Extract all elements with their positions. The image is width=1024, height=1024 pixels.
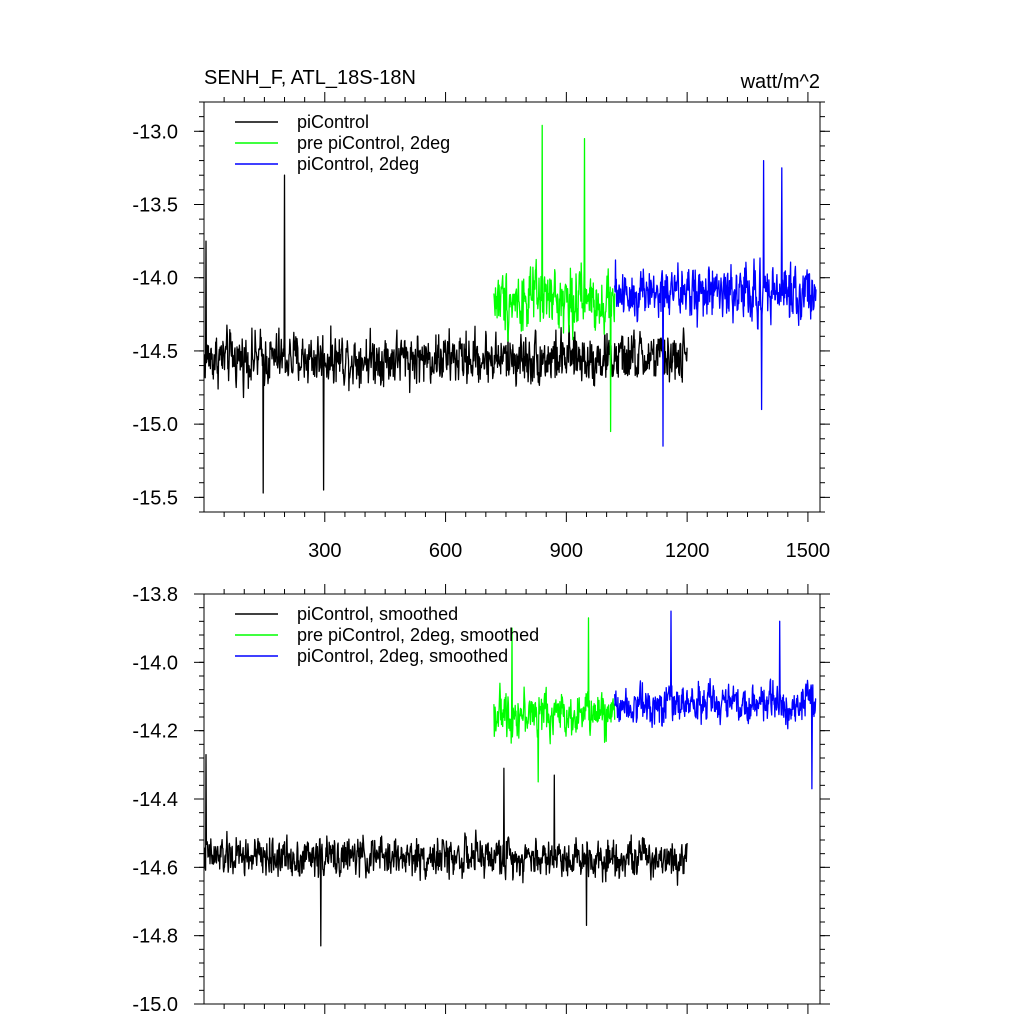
ticks-layer: -13.8 -14.0 -14.2 -14.4 -14.6 -14.8 -15.0 — [132, 584, 830, 1016]
x-tick-label: 300 — [308, 540, 341, 562]
legend-label: piControl — [297, 112, 369, 132]
y-tick-label: -13.8 — [132, 584, 178, 606]
legend-label: piControl, smoothed — [297, 604, 458, 624]
legend-label: piControl, 2deg — [297, 154, 419, 174]
y-tick-label: -14.2 — [132, 721, 178, 743]
y-tick-label: -14.6 — [132, 857, 178, 879]
y-tick-label: -15.0 — [132, 994, 178, 1016]
y-tick-label: -14.5 — [132, 341, 178, 363]
y-tick-label: -13.5 — [132, 195, 178, 217]
series-line-2 — [493, 124, 616, 433]
y-tick-label: -13.0 — [132, 121, 178, 143]
top-panel: SENH_F, ATL_18S-18N watt/m^2 -13.0-13.5-… — [132, 67, 830, 562]
series-line-2 — [493, 617, 616, 783]
series-layer — [203, 124, 817, 494]
series-layer — [203, 610, 817, 947]
y-tick-label: -15.5 — [132, 487, 178, 509]
series-line-1 — [203, 174, 688, 494]
series-line-3 — [614, 159, 817, 447]
series-line-3 — [614, 610, 817, 790]
legend-label: piControl, 2deg, smoothed — [297, 646, 508, 666]
units-label: watt/m^2 — [740, 71, 820, 93]
x-tick-label: 1200 — [665, 540, 710, 562]
x-tick-label: 600 — [429, 540, 462, 562]
y-tick-label: -14.8 — [132, 926, 178, 948]
legend-label: pre piControl, 2deg, smoothed — [297, 625, 539, 645]
y-tick-label: -14.4 — [132, 789, 178, 811]
chart-title: SENH_F, ATL_18S-18N — [204, 67, 416, 89]
x-tick-label: 900 — [550, 540, 583, 562]
y-tick-label: -14.0 — [132, 268, 178, 290]
ticks-layer: -13.0 -13.5 -14.0 -14.5 -15.0 -15.5 300 600 900 1… — [132, 92, 830, 562]
legend-label: pre piControl, 2deg — [297, 133, 450, 153]
y-tick-label: -15.0 — [132, 414, 178, 436]
bottom-panel: -13.8 -14.0 -14.2 -14.4 -14.6 -14.8 -15.0 piCo… — [132, 584, 830, 1016]
y-tick-label: -14.0 — [132, 652, 178, 674]
x-tick-label: 1500 — [786, 540, 831, 562]
series-line-1 — [203, 753, 688, 947]
